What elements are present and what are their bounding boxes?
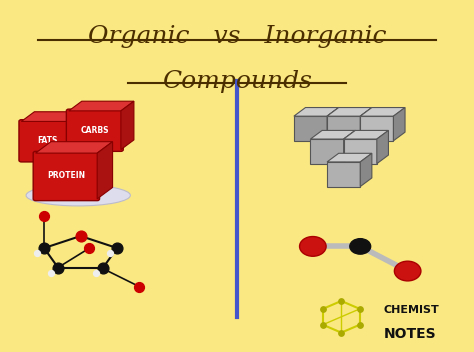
Point — [77, 233, 84, 239]
Text: FATS: FATS — [37, 136, 57, 145]
FancyBboxPatch shape — [294, 116, 327, 141]
Ellipse shape — [26, 185, 130, 206]
Point — [113, 245, 121, 251]
Point — [106, 251, 114, 256]
FancyBboxPatch shape — [327, 162, 360, 187]
Circle shape — [300, 237, 326, 256]
Polygon shape — [36, 142, 113, 153]
Point — [337, 298, 345, 304]
FancyBboxPatch shape — [327, 116, 360, 141]
Polygon shape — [377, 131, 388, 164]
Text: CARBS: CARBS — [81, 126, 109, 135]
Point — [135, 284, 143, 290]
Polygon shape — [344, 131, 388, 139]
Polygon shape — [121, 101, 134, 150]
Point — [356, 322, 364, 327]
FancyBboxPatch shape — [19, 120, 76, 162]
Circle shape — [350, 239, 371, 254]
Point — [319, 306, 327, 312]
Point — [33, 251, 41, 256]
Text: NOTES: NOTES — [384, 327, 437, 341]
Polygon shape — [327, 108, 372, 116]
Point — [40, 214, 48, 219]
Polygon shape — [360, 108, 405, 116]
Text: CHEMIST: CHEMIST — [384, 305, 440, 315]
Point — [100, 265, 107, 270]
FancyBboxPatch shape — [66, 109, 123, 151]
Point — [47, 270, 55, 276]
Polygon shape — [97, 142, 113, 199]
Point — [337, 330, 345, 335]
Polygon shape — [73, 112, 86, 160]
Polygon shape — [360, 108, 372, 141]
Polygon shape — [294, 108, 338, 116]
FancyBboxPatch shape — [33, 151, 100, 201]
Point — [92, 270, 100, 276]
FancyBboxPatch shape — [360, 116, 393, 141]
Point — [319, 322, 327, 327]
Polygon shape — [69, 101, 134, 111]
Polygon shape — [327, 108, 338, 141]
Point — [54, 265, 62, 270]
Polygon shape — [310, 131, 356, 139]
Text: Organic   vs   Inorganic: Organic vs Inorganic — [88, 25, 386, 48]
Point — [356, 306, 364, 312]
Polygon shape — [360, 153, 372, 187]
Text: PROTEIN: PROTEIN — [47, 171, 85, 181]
Polygon shape — [21, 112, 86, 121]
FancyBboxPatch shape — [310, 139, 344, 164]
Point — [85, 245, 92, 251]
Text: Compounds: Compounds — [162, 70, 312, 93]
Point — [40, 245, 48, 251]
Polygon shape — [344, 131, 356, 164]
Polygon shape — [393, 108, 405, 141]
Circle shape — [394, 261, 421, 281]
FancyBboxPatch shape — [344, 139, 377, 164]
Polygon shape — [327, 153, 372, 162]
